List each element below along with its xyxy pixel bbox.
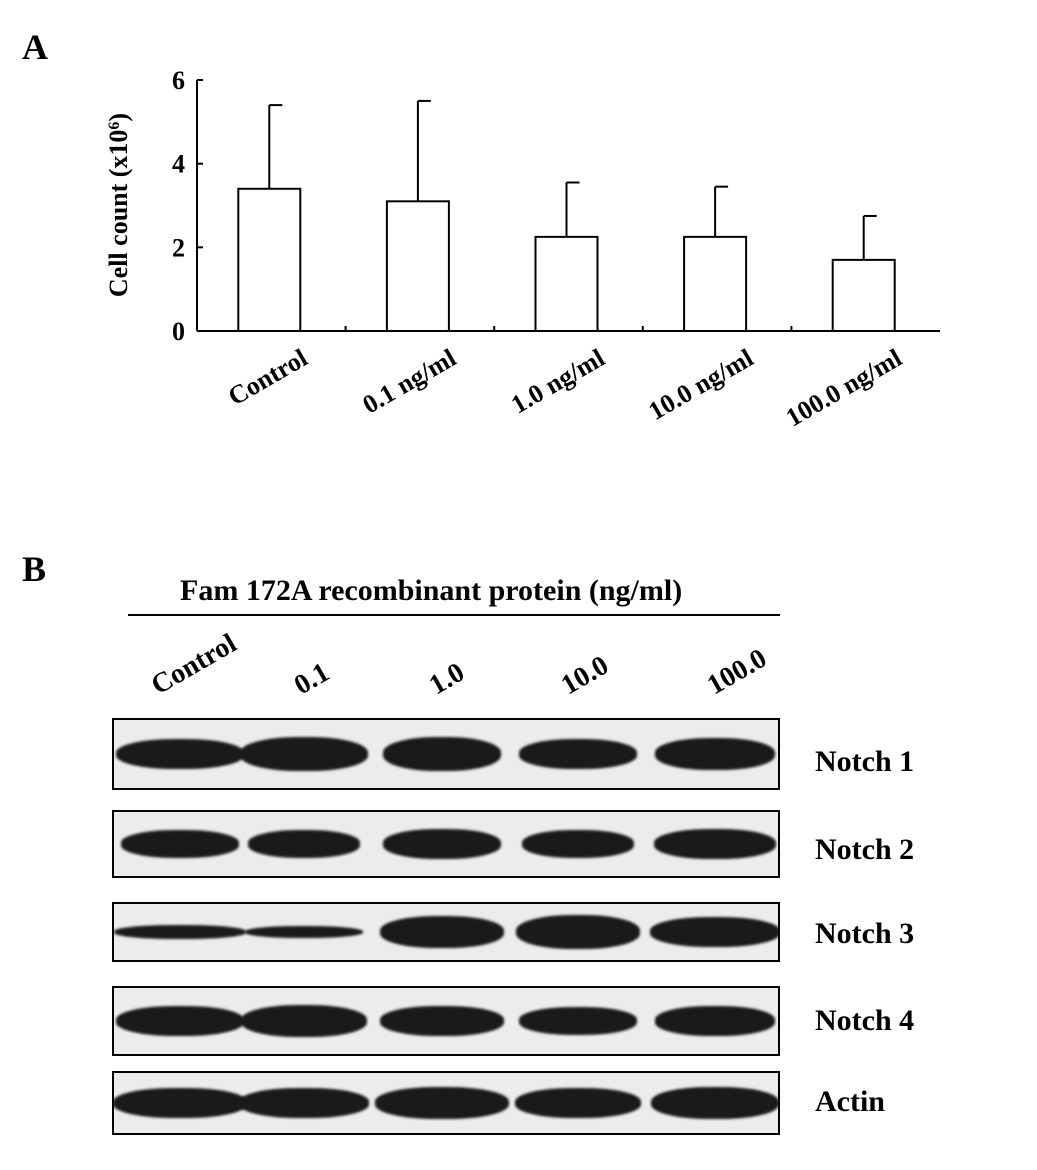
y-tick-label: 0 bbox=[172, 317, 185, 346]
bar bbox=[385, 200, 450, 332]
blot-band bbox=[383, 737, 501, 771]
blot-band bbox=[380, 916, 504, 948]
blot-band bbox=[651, 1087, 778, 1119]
x-tick-label: 1.0 ng/ml bbox=[506, 343, 609, 419]
panel-b-label: B bbox=[22, 549, 47, 589]
blot-protein-label: Notch 3 bbox=[815, 917, 915, 950]
blot-protein-label: Actin bbox=[815, 1085, 885, 1118]
chart-bars bbox=[237, 187, 896, 332]
blot-band bbox=[245, 926, 363, 938]
x-tick-label: 10.0 ng/ml bbox=[644, 343, 759, 426]
bar bbox=[831, 258, 896, 332]
x-tick-label: 0.1 ng/ml bbox=[358, 343, 461, 419]
blot-lane-label: 1.0 bbox=[424, 656, 470, 702]
blot-band bbox=[380, 1006, 504, 1036]
chart-x-labels: Control 0.1 ng/ml 1.0 ng/ml 10.0 ng/ml 100.0… bbox=[223, 343, 907, 432]
y-axis-label-exponent: 6 bbox=[106, 122, 123, 130]
blot-protein-label: Notch 1 bbox=[815, 745, 915, 778]
panel-a-label: A bbox=[22, 27, 48, 67]
y-tick-label: 2 bbox=[172, 233, 185, 262]
blot-protein-label: Notch 4 bbox=[815, 1004, 915, 1037]
chart-error-bars bbox=[268, 99, 877, 260]
blot-header: Fam 172A recombinant protein (ng/ml) bbox=[180, 574, 683, 607]
x-tick-label: Control bbox=[223, 343, 312, 411]
blot-header-rule bbox=[128, 614, 780, 616]
blot-band bbox=[114, 1088, 247, 1118]
blot-band bbox=[522, 830, 634, 858]
chart-y-ticks: 0 2 4 6 bbox=[172, 66, 203, 346]
blot-band bbox=[241, 1005, 367, 1037]
blot-band bbox=[655, 1006, 775, 1036]
blot-lane-label: 100.0 bbox=[702, 642, 773, 702]
blot-band bbox=[383, 829, 501, 859]
blot-band bbox=[121, 830, 239, 858]
bar bbox=[534, 235, 599, 332]
blot-band bbox=[654, 829, 776, 859]
x-tick-label: 100.0 ng/ml bbox=[781, 343, 907, 432]
western-blot: Fam 172A recombinant protein (ng/ml) Con… bbox=[0, 560, 1037, 1170]
bar bbox=[683, 235, 748, 332]
blot-band bbox=[240, 737, 368, 771]
blot-strip bbox=[112, 718, 780, 790]
blot-band bbox=[519, 1007, 637, 1035]
blot-strip bbox=[112, 902, 780, 962]
blot-band bbox=[116, 739, 244, 769]
blot-strip bbox=[112, 986, 780, 1056]
blot-lane-label: 0.1 bbox=[289, 656, 335, 702]
blot-lane-label: 10.0 bbox=[556, 649, 614, 702]
blot-lane-label: Control bbox=[146, 627, 242, 702]
y-tick-label: 6 bbox=[172, 66, 185, 95]
blot-band bbox=[519, 739, 637, 769]
bar bbox=[237, 187, 302, 332]
bar-chart: 0 2 4 6 Control 0.1 ng/ml 1.0 ng/ml 10.0 ng/ml… bbox=[104, 66, 940, 432]
blot-band bbox=[375, 1087, 509, 1119]
blot-band bbox=[655, 738, 775, 770]
blot-band bbox=[515, 1088, 641, 1118]
y-axis-label-close: ) bbox=[104, 113, 133, 122]
blot-strip bbox=[112, 810, 780, 878]
blot-strip bbox=[112, 1071, 780, 1135]
blot-band bbox=[650, 917, 778, 947]
blot-band bbox=[516, 915, 640, 949]
blot-band bbox=[116, 1006, 244, 1036]
y-axis-label: Cell count (x106) bbox=[104, 113, 133, 297]
y-tick-label: 4 bbox=[172, 150, 185, 179]
blot-band bbox=[114, 925, 246, 939]
blot-band bbox=[248, 830, 360, 858]
blot-band bbox=[239, 1088, 369, 1118]
blot-protein-label: Notch 2 bbox=[815, 833, 915, 866]
